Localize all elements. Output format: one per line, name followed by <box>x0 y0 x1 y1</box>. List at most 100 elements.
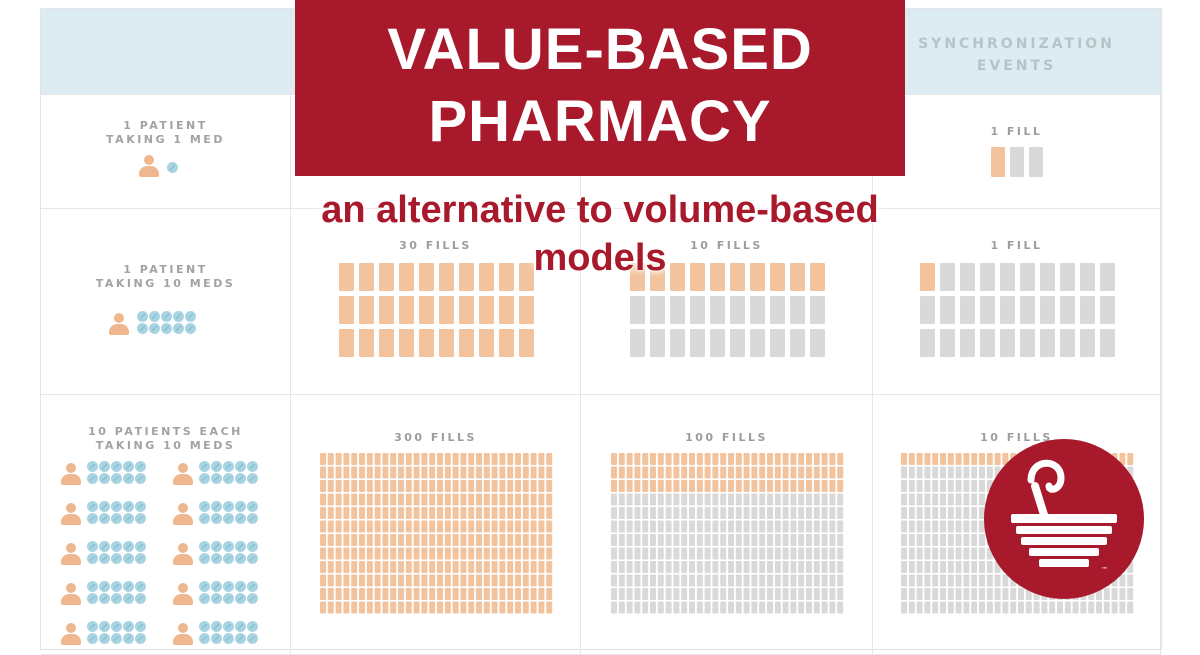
pill-bottle <box>759 453 766 465</box>
pill-bottle <box>335 588 342 600</box>
pill-bottle <box>1025 601 1032 614</box>
pill-icon <box>161 311 172 322</box>
pill-bottle <box>618 507 625 519</box>
pill-bottle <box>1040 296 1055 324</box>
pill-bottle <box>382 493 389 506</box>
pill-bottle <box>429 480 436 492</box>
pill-bottle <box>798 601 805 614</box>
pill-icon <box>123 593 134 604</box>
pill-bottle <box>421 480 428 492</box>
pill-bottle <box>382 534 389 546</box>
pill-bottle <box>908 547 915 560</box>
pill-bottle <box>665 601 672 614</box>
pill-bottle <box>971 507 978 519</box>
pill-bottle <box>1002 453 1009 465</box>
row2-sync-cell: 1 FILL <box>873 209 1161 395</box>
pill-bottle <box>374 574 381 587</box>
pill-icon <box>247 473 258 484</box>
pill-group <box>199 501 258 524</box>
pill-bottle <box>421 520 428 533</box>
pill-bottle <box>618 493 625 506</box>
pill-bottle <box>650 547 656 560</box>
pill-bottle <box>1060 296 1075 324</box>
pill-bottle <box>618 466 625 479</box>
pill-bottle <box>986 574 993 587</box>
pill-bottle <box>634 561 641 573</box>
pill-bottle <box>673 453 680 465</box>
pill-bottle <box>1080 329 1095 357</box>
pill-bottle <box>1111 601 1118 614</box>
pill-bottle <box>339 329 354 357</box>
pill-bottle <box>499 574 506 587</box>
pill-bottle <box>681 534 688 546</box>
pill-bottle <box>439 296 454 324</box>
pill-bottle <box>642 574 649 587</box>
pill-bottle <box>519 329 534 357</box>
pill-icon <box>111 553 122 564</box>
patient-icon <box>173 543 193 565</box>
patient-icon <box>61 583 81 605</box>
pill-bottle <box>979 547 985 560</box>
pill-bottle <box>681 588 688 600</box>
pill-bottle <box>374 453 381 465</box>
pill-bottle <box>546 507 553 519</box>
pill-bottle <box>390 534 397 546</box>
pill-bottle <box>790 588 797 600</box>
pill-bottle <box>735 520 742 533</box>
pill-bottle <box>901 561 907 573</box>
pill-icon <box>199 553 210 564</box>
pill-bottle <box>994 588 1001 600</box>
pill-bottle <box>634 534 641 546</box>
pill-bottle <box>924 588 931 600</box>
pill-bottle <box>630 329 645 357</box>
pill-bottle <box>829 493 836 506</box>
pill-bottle <box>611 453 617 465</box>
pill-bottle <box>798 588 805 600</box>
pill-bottle <box>398 466 404 479</box>
pill-bottle <box>955 493 962 506</box>
pill-bottle <box>630 263 645 291</box>
pill-bottle <box>963 493 970 506</box>
pill-icon <box>99 513 110 524</box>
pill-bottle <box>994 453 1001 465</box>
pill-bottle <box>657 520 664 533</box>
pill-bottle <box>940 601 946 614</box>
pill-bottle <box>767 520 773 533</box>
pill-bottle <box>634 493 641 506</box>
pill-icon <box>211 541 222 552</box>
pill-bottle <box>971 480 978 492</box>
pill-bottle <box>444 588 451 600</box>
pill-bottle <box>483 480 490 492</box>
title-banner: VALUE-BASED PHARMACY <box>295 0 905 176</box>
pill-bottle <box>665 561 672 573</box>
pill-bottle <box>821 466 828 479</box>
pill-bottle <box>924 520 931 533</box>
row3-label: 10 PATIENTS EACH TAKING 10 MEDS <box>41 425 290 453</box>
row1-sync-fills-label: 1 FILL <box>990 125 1043 138</box>
pill-bottle <box>491 561 498 573</box>
pill-icon <box>211 581 222 592</box>
pill-bottle <box>522 493 529 506</box>
pill-bottle <box>960 296 975 324</box>
pill-icon <box>223 513 234 524</box>
pill-bottle <box>673 601 680 614</box>
pill-bottle <box>390 574 397 587</box>
pill-bottle <box>1103 601 1110 614</box>
pill-bottle <box>908 574 915 587</box>
pill-bottle <box>704 493 711 506</box>
pill-bottle <box>650 493 656 506</box>
pill-bottle <box>704 574 711 587</box>
pill-bottle <box>798 507 805 519</box>
pill-group <box>87 461 146 484</box>
pill-bottle <box>696 507 703 519</box>
pill-bottle <box>681 547 688 560</box>
pill-bottle <box>499 480 506 492</box>
pill-bottle <box>546 534 553 546</box>
pill-bottle <box>626 493 633 506</box>
pill-bottle <box>980 296 995 324</box>
pill-bottle <box>642 520 649 533</box>
pill-bottle <box>483 493 490 506</box>
pill-bottle <box>530 480 537 492</box>
pill-bottle <box>673 493 680 506</box>
pill-bottle <box>460 601 467 614</box>
